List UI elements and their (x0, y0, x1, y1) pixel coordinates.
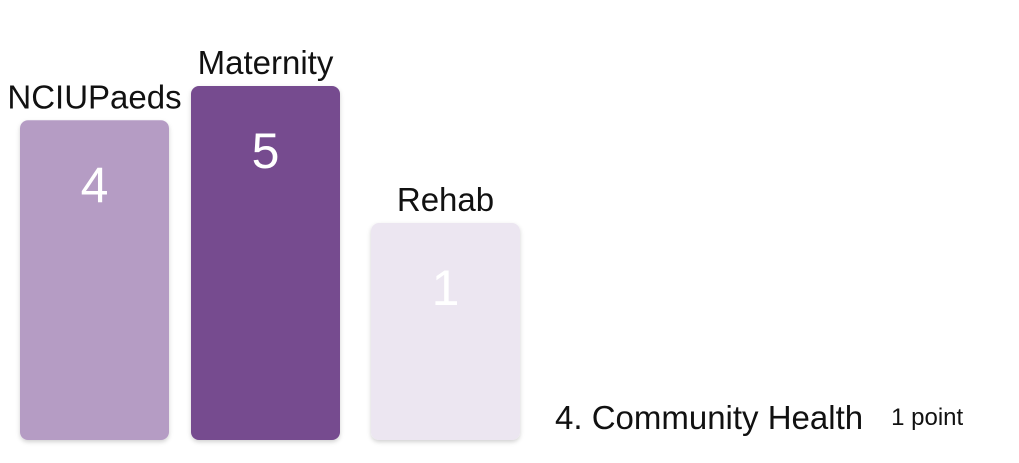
bar-value: 4 (81, 157, 109, 213)
bar-maternity (191, 86, 340, 440)
bar-label: Maternity (198, 44, 334, 81)
bars-group: NCIUPaeds 4 Maternity 5 Rehab 1 (7, 44, 520, 440)
bar-value: 5 (252, 123, 280, 179)
bar-value: 1 (432, 260, 460, 316)
bar-label: NCIUPaeds (7, 78, 181, 115)
bar-label: Rehab (397, 181, 494, 218)
extra-entry-name: 4. Community Health (555, 399, 864, 436)
bar-rehab (371, 223, 520, 440)
bar-nciupaeds (20, 120, 169, 440)
extra-entry: 4. Community Health 1 point (555, 396, 963, 440)
extra-entry-points: 1 point (891, 404, 964, 431)
